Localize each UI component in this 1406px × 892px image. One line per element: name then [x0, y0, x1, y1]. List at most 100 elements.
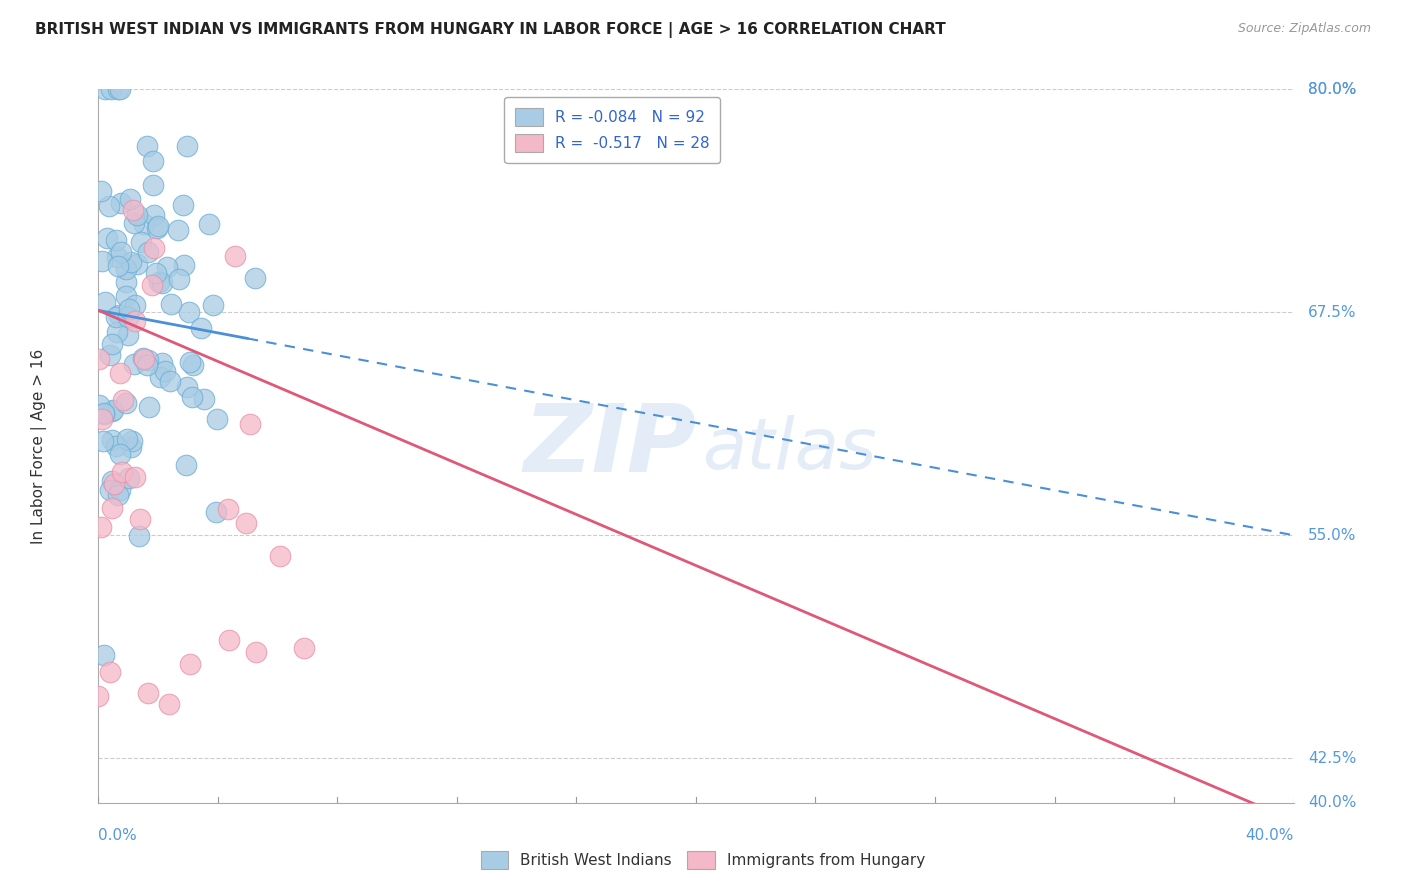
Point [136, 244, 159, 259]
Point [90, 184, 112, 198]
Point [127, 256, 149, 270]
Point [136, 353, 159, 368]
Point [156, 260, 179, 274]
Point [115, 433, 138, 447]
Point [136, 139, 159, 153]
Point [103, 477, 125, 491]
Point [105, 439, 128, 453]
Point [105, 326, 128, 340]
Point [124, 357, 146, 371]
Point [174, 458, 197, 472]
Point [153, 364, 176, 378]
Point [118, 301, 141, 316]
Point [160, 297, 183, 311]
Point [143, 241, 166, 255]
Text: 67.5%: 67.5% [1308, 305, 1357, 319]
Point [159, 374, 181, 388]
Point [107, 82, 129, 96]
Point [179, 657, 201, 672]
Text: 40.0%: 40.0% [1308, 796, 1357, 810]
Point [239, 417, 262, 432]
Point [89, 398, 111, 412]
Point [93, 648, 115, 663]
Point [198, 217, 221, 231]
Point [218, 632, 240, 647]
Point [201, 298, 224, 312]
Point [110, 244, 132, 259]
Point [118, 470, 141, 484]
Point [131, 351, 153, 366]
Point [124, 314, 146, 328]
Point [149, 370, 172, 384]
Text: 40.0%: 40.0% [1246, 828, 1294, 843]
Point [120, 440, 142, 454]
Point [97, 199, 120, 213]
Point [91, 434, 114, 449]
Point [134, 217, 156, 231]
Point [108, 483, 131, 497]
Point [120, 255, 142, 269]
Point [180, 390, 202, 404]
Point [179, 305, 201, 319]
Point [105, 310, 128, 325]
Legend: R = -0.084   N = 92, R =  -0.517   N = 28: R = -0.084 N = 92, R = -0.517 N = 28 [505, 97, 720, 163]
Point [98, 483, 121, 498]
Point [128, 529, 150, 543]
Point [108, 367, 131, 381]
Legend: British West Indians, Immigrants from Hungary: British West Indians, Immigrants from Hu… [475, 845, 931, 875]
Point [142, 154, 165, 169]
Point [243, 270, 266, 285]
Point [269, 549, 291, 564]
Point [101, 433, 124, 447]
Text: 80.0%: 80.0% [1308, 82, 1357, 96]
Point [108, 82, 131, 96]
Point [138, 400, 160, 414]
Point [136, 686, 159, 700]
Point [172, 198, 194, 212]
Point [101, 501, 124, 516]
Point [101, 403, 124, 417]
Point [157, 698, 180, 712]
Point [115, 275, 138, 289]
Point [179, 355, 201, 369]
Point [217, 502, 239, 516]
Point [169, 271, 191, 285]
Point [94, 295, 117, 310]
Point [150, 355, 173, 369]
Point [93, 406, 115, 420]
Point [145, 221, 167, 235]
Text: Source: ZipAtlas.com: Source: ZipAtlas.com [1237, 22, 1371, 36]
Point [181, 358, 204, 372]
Point [104, 233, 127, 247]
Point [245, 645, 267, 659]
Point [117, 310, 139, 324]
Point [145, 266, 167, 280]
Point [91, 411, 114, 425]
Point [235, 516, 257, 530]
Text: In Labor Force | Age > 16: In Labor Force | Age > 16 [31, 349, 46, 543]
Point [87, 689, 110, 703]
Point [94, 82, 117, 96]
Point [141, 278, 163, 293]
Point [100, 82, 122, 96]
Point [193, 392, 215, 406]
Point [111, 392, 134, 407]
Point [148, 219, 170, 233]
Point [110, 196, 132, 211]
Point [166, 223, 188, 237]
Point [98, 665, 121, 679]
Point [105, 250, 128, 264]
Point [292, 640, 315, 655]
Point [107, 259, 129, 273]
Point [129, 512, 152, 526]
Point [101, 403, 124, 417]
Point [148, 275, 170, 289]
Point [120, 192, 142, 206]
Point [98, 348, 121, 362]
Point [205, 412, 228, 426]
Point [107, 488, 129, 502]
Point [87, 351, 110, 366]
Point [115, 289, 138, 303]
Point [100, 336, 122, 351]
Point [101, 475, 124, 489]
